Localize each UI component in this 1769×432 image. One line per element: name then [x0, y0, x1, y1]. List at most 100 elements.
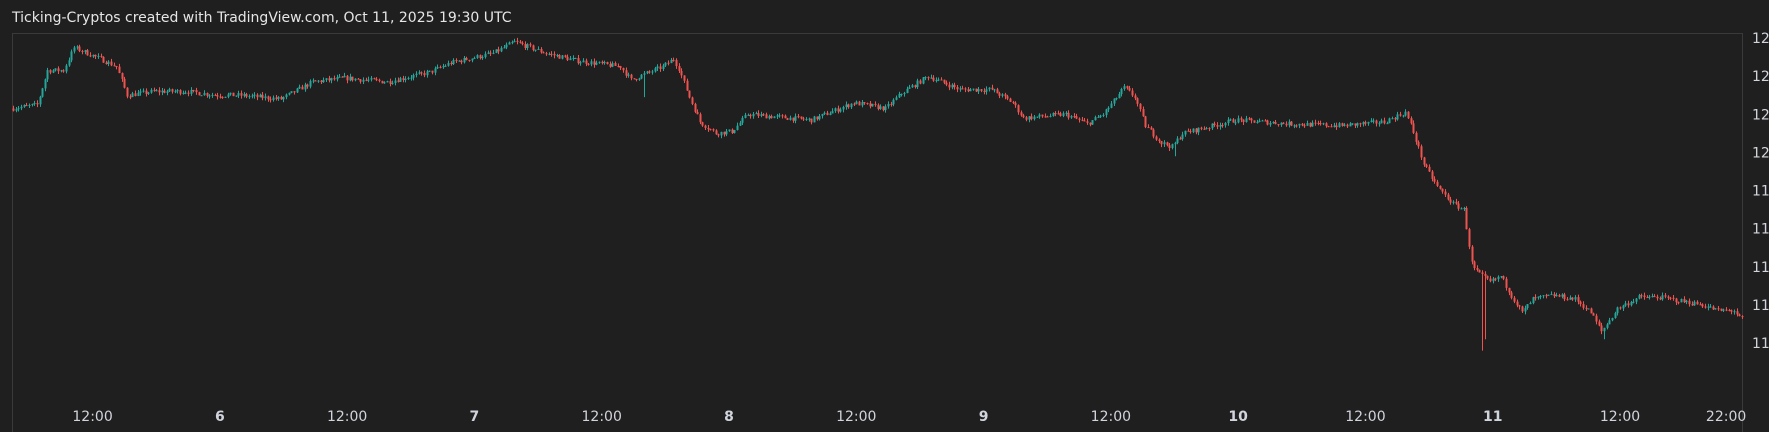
candle-body	[1248, 118, 1251, 120]
candle-body	[1738, 314, 1741, 317]
candle-body	[1356, 123, 1359, 126]
candle-body	[317, 80, 320, 82]
candle-body	[1322, 123, 1325, 125]
candle-body	[1372, 120, 1375, 122]
time-tick-label: 12:00	[72, 409, 112, 425]
candle-body	[1704, 306, 1707, 308]
candle-body	[1160, 140, 1163, 145]
candle-body	[1720, 308, 1723, 311]
candle-body	[1171, 144, 1174, 148]
candle-body	[1004, 94, 1007, 97]
candle-body	[1303, 125, 1306, 127]
candle-body	[701, 122, 704, 126]
candle-body	[410, 77, 413, 79]
candle-body	[723, 131, 726, 135]
candle-body	[831, 111, 834, 114]
candle-body	[988, 87, 991, 90]
candle-body	[182, 92, 185, 94]
candle-body	[460, 60, 463, 63]
candle-body	[439, 66, 442, 68]
candle-body	[1394, 118, 1397, 120]
candle-body	[967, 89, 970, 92]
candle-body	[434, 68, 437, 73]
candle-body	[1402, 115, 1405, 117]
candle-body	[1253, 120, 1256, 123]
candle-body	[1343, 124, 1346, 126]
candle-body	[792, 117, 795, 121]
candle-body	[1234, 122, 1237, 124]
candle-body	[1036, 116, 1039, 118]
candle-body	[534, 49, 537, 51]
candle-body	[882, 106, 885, 111]
candle-body	[36, 103, 39, 105]
candle-body	[1293, 125, 1296, 127]
candle-body	[513, 40, 516, 43]
candle-body	[1261, 120, 1264, 122]
candle-body	[365, 79, 368, 81]
candle-body	[640, 74, 643, 79]
candle-body	[1115, 98, 1118, 100]
candle-body	[810, 118, 813, 123]
candle-body	[704, 125, 707, 128]
candle-body	[625, 70, 628, 76]
candle-body	[1136, 98, 1139, 104]
candle-body	[123, 78, 126, 88]
candle-body	[1155, 136, 1158, 140]
candle-body	[126, 87, 129, 97]
candle-body	[890, 103, 893, 105]
candle-body	[757, 113, 760, 116]
candle-body	[1664, 295, 1667, 297]
candle-body	[585, 60, 588, 64]
candle-body	[664, 62, 667, 66]
candle-body	[715, 130, 718, 135]
time-axis[interactable]: 12:00 6 12:00 7 12:00 8 12:00 9 12:00 10 12:00 11 12…	[72, 409, 1746, 425]
candle-body	[394, 80, 397, 83]
candle-body	[924, 77, 927, 79]
candle-body	[503, 47, 506, 49]
candle-body	[500, 47, 503, 52]
candle-body	[1150, 127, 1153, 130]
candle-body	[1062, 113, 1065, 116]
candle-body	[983, 90, 986, 92]
candle-body	[1407, 111, 1410, 119]
candle-body	[94, 54, 97, 57]
candle-body	[1028, 116, 1031, 120]
candle-body	[1669, 297, 1672, 299]
candle-body	[1508, 287, 1511, 293]
candle-body	[1553, 294, 1556, 297]
candle-body	[261, 94, 264, 99]
candle-body	[110, 61, 113, 66]
candle-body	[1722, 309, 1725, 311]
candle-body	[1717, 308, 1720, 310]
candle-body	[1521, 306, 1524, 312]
candle-body	[1179, 138, 1182, 140]
price-tick-label: 110,000	[1752, 336, 1769, 352]
candle-body	[784, 115, 787, 119]
candle-body	[1725, 309, 1728, 311]
candle-body	[1120, 88, 1123, 95]
candle-body	[1256, 122, 1259, 124]
candle-body	[874, 103, 877, 105]
candle-body	[826, 112, 829, 115]
candle-body	[1741, 316, 1744, 318]
candle-body	[336, 77, 339, 80]
candle-body	[1534, 297, 1537, 299]
candle-body	[168, 89, 171, 92]
candle-body	[41, 88, 44, 97]
candle-body	[107, 61, 110, 64]
candle-body	[590, 61, 593, 65]
candle-body	[1532, 297, 1535, 303]
candle-body	[389, 81, 392, 84]
price-tick-label: 118,000	[1752, 184, 1769, 200]
price-axis[interactable]: 126,000 124,000 122,000 120,000 118,000 116,0…	[1752, 31, 1769, 352]
candle-body	[1646, 297, 1649, 299]
candle-body	[802, 118, 805, 120]
candle-body	[1635, 298, 1638, 302]
candle-body	[577, 57, 580, 64]
candle-body	[556, 55, 559, 57]
candle-body	[229, 92, 232, 95]
candle-body	[399, 78, 402, 82]
candle-body	[1319, 123, 1322, 125]
candle-body	[935, 80, 938, 82]
